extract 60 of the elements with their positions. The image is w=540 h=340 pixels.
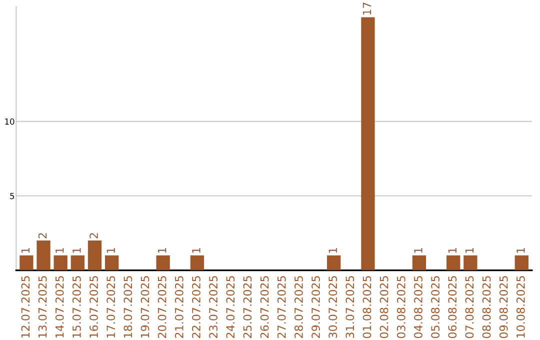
x-tick-label: 10.08.2025 (516, 276, 525, 338)
data-label: 1 (158, 248, 166, 253)
bar (514, 255, 528, 270)
x-tick-label: 23.07.2025 (209, 276, 218, 338)
data-label: 1 (106, 248, 115, 253)
data-label: 1 (414, 248, 422, 253)
data-label: 1 (192, 248, 200, 253)
bar (54, 255, 68, 270)
x-tick-label: 25.07.2025 (243, 276, 252, 338)
x-tick-label: 09.08.2025 (499, 276, 508, 338)
x-tick-label: 20.07.2025 (158, 276, 166, 338)
y-tick-label: 10 (5, 118, 14, 125)
data-label: 1 (516, 248, 525, 253)
data-label: 2 (38, 233, 47, 238)
data-label: 2 (90, 233, 98, 238)
x-tick-label: 14.07.2025 (55, 276, 64, 338)
x-tick-label: 17.07.2025 (106, 276, 116, 338)
x-tick-label: 29.07.2025 (312, 276, 320, 338)
bar (88, 240, 102, 270)
bar (104, 255, 119, 270)
x-tick-label: 28.07.2025 (294, 276, 303, 338)
x-tick-label: 01.08.2025 (362, 276, 372, 338)
x-tick-label: 02.08.2025 (380, 276, 388, 338)
x-tick-label: 31.07.2025 (346, 276, 354, 338)
bar (326, 255, 341, 270)
x-tick-label: 13.07.2025 (38, 276, 47, 338)
bar (70, 255, 85, 270)
x-tick-label: 22.07.2025 (192, 276, 200, 338)
data-label: 1 (72, 248, 81, 253)
x-tick-label: 19.07.2025 (140, 276, 150, 338)
data-label: 1 (448, 248, 456, 253)
x-tick-label: 07.08.2025 (465, 276, 474, 338)
y-tick-label: 5 (10, 192, 14, 200)
x-tick-label: 26.07.2025 (260, 276, 269, 338)
x-tick-label: 16.07.2025 (90, 276, 98, 338)
x-tick-label: 05.08.2025 (431, 276, 440, 338)
x-tick-label: 18.07.2025 (124, 276, 132, 338)
bar (464, 255, 478, 270)
bar (20, 255, 34, 270)
bar (446, 255, 460, 270)
x-tick-label: 06.08.2025 (448, 276, 457, 338)
data-label: 17 (362, 2, 372, 15)
x-tick-label: 12.07.2025 (21, 276, 30, 338)
bar (156, 255, 170, 270)
bar (190, 255, 204, 270)
x-tick-label: 24.07.2025 (226, 276, 235, 338)
x-tick-label: 15.07.2025 (72, 276, 81, 338)
data-label: 1 (56, 248, 64, 253)
bar (412, 255, 426, 270)
bar (36, 240, 50, 270)
data-label: 1 (465, 248, 474, 253)
x-tick-label: 04.08.2025 (414, 276, 422, 338)
bar (361, 17, 375, 270)
x-tick-label: 21.07.2025 (174, 276, 184, 338)
x-tick-label: 03.08.2025 (396, 276, 406, 338)
x-tick-label: 08.08.2025 (482, 276, 491, 338)
x-tick-label: 30.07.2025 (328, 276, 338, 338)
x-tick-label: 27.07.2025 (277, 276, 286, 338)
data-label: 1 (328, 248, 337, 253)
data-label: 1 (21, 248, 30, 253)
